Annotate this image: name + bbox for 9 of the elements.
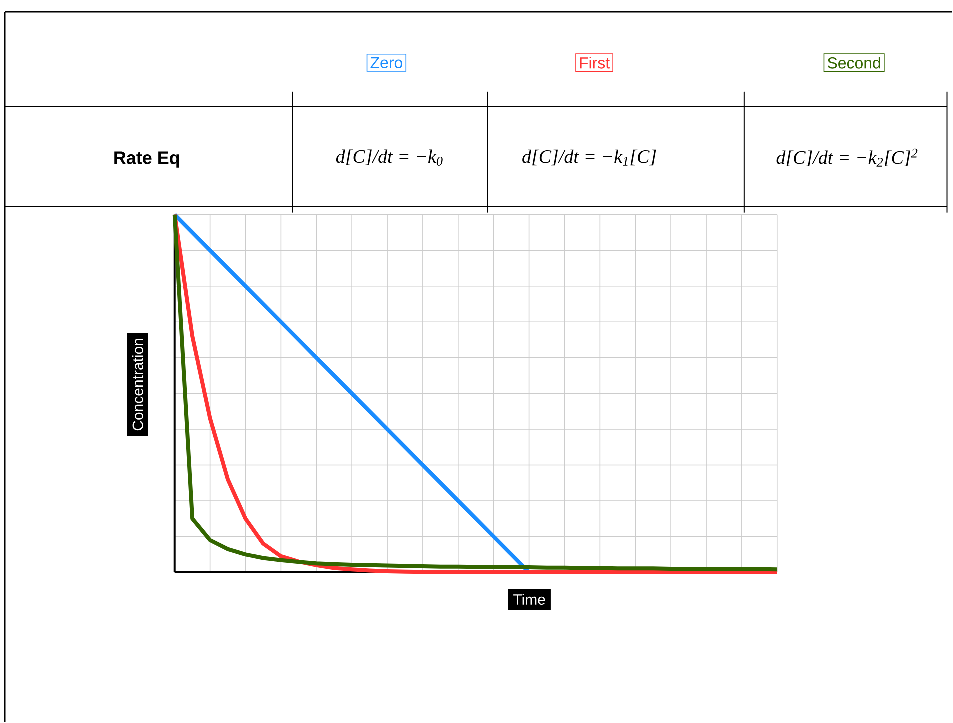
text: First	[580, 57, 610, 69]
text: Second	[828, 57, 880, 69]
x-axis-title: Time	[514, 594, 546, 605]
text: d[C]/dt = −k$_{1}$[C]	[522, 150, 656, 166]
text: Rate Eq	[114, 152, 180, 168]
text: Zero	[370, 57, 402, 68]
y-axis-title: Concentration	[132, 338, 144, 431]
text: d[C]/dt = −k$_{2}$[C]$^{2}$	[776, 148, 918, 167]
text: d[C]/dt = −k$_{0}$	[336, 150, 443, 166]
